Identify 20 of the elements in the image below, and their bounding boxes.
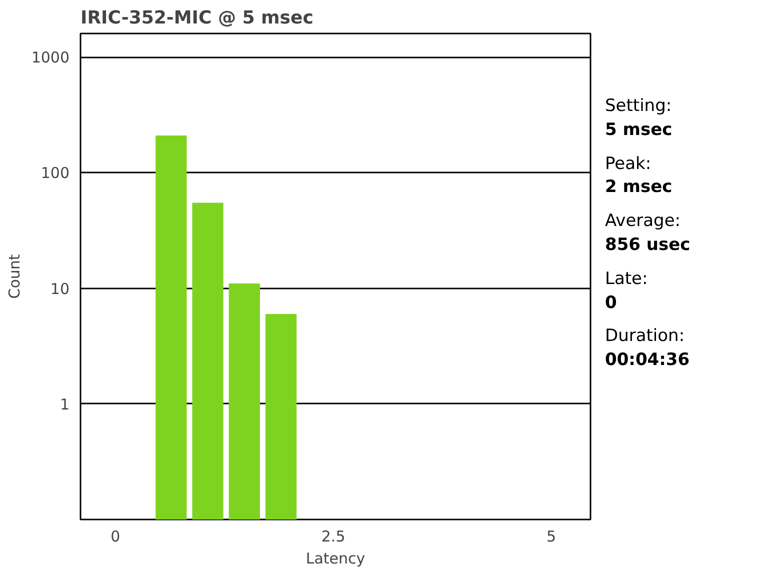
text: 2 msec [605,176,674,200]
text: 5 msec [605,118,674,142]
x-tick-label: 0 [110,528,120,546]
text: Average: [605,210,682,234]
chart-title: IRIC-352-MIC @ 5 msec [80,8,314,28]
y-axis-title: Count [5,254,24,299]
y-tick-label: 10 [50,280,70,298]
x-tick-label: 5 [546,528,556,546]
text: 856 usec [605,234,690,257]
y-tick-label: 1 [60,395,70,414]
y-tick-label: 1000 [31,48,70,67]
text: Late: [605,268,649,291]
y-tick-label: 100 [40,164,70,182]
x-axis-title: Latency [306,550,366,568]
x-tick-label: 2.5 [321,528,346,546]
text: 00:04:36 [605,349,690,372]
text: Peak: [605,152,652,176]
text: Duration: [605,325,686,348]
text: Setting: [605,95,673,118]
text: 0 [605,292,618,315]
